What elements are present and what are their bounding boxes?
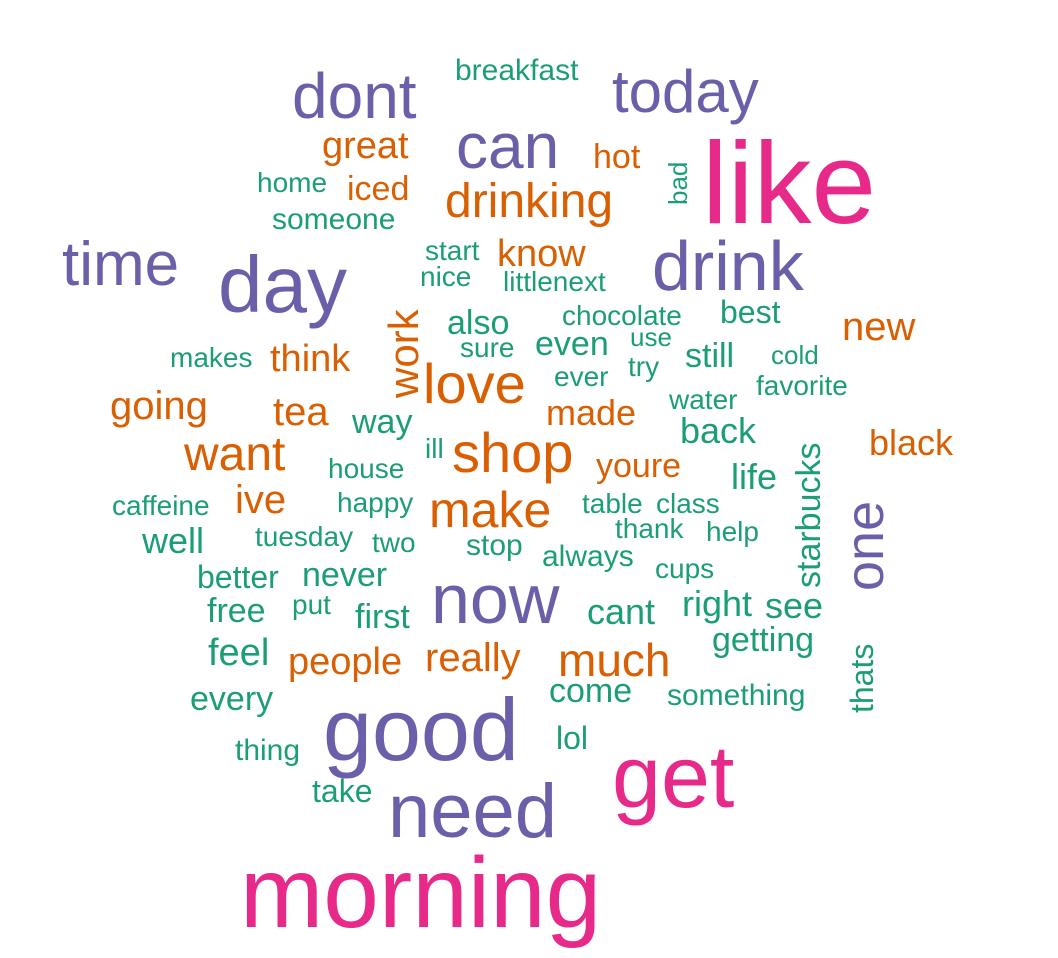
- word-class: class: [656, 488, 720, 519]
- word-back: back: [680, 410, 757, 451]
- word-better: better: [197, 559, 279, 595]
- word-ill: ill: [425, 433, 444, 464]
- word-every: every: [190, 680, 273, 718]
- word-caffeine: caffeine: [112, 490, 210, 521]
- word-know: know: [497, 233, 586, 275]
- word-dont: dont: [292, 60, 417, 132]
- word-get: get: [612, 727, 734, 826]
- word-good: good: [323, 680, 519, 779]
- word-still: still: [685, 337, 734, 375]
- word-youre: youre: [596, 447, 681, 485]
- word-help: help: [706, 516, 759, 547]
- word-someone: someone: [272, 203, 395, 236]
- word-getting: getting: [712, 621, 814, 659]
- word-see: see: [765, 585, 823, 626]
- word-thank: thank: [615, 513, 684, 544]
- word-one: one: [835, 501, 895, 591]
- word-happy: happy: [337, 487, 413, 518]
- word-best: best: [720, 294, 781, 330]
- word-littlenext: littlenext: [503, 266, 606, 297]
- word-table: table: [582, 488, 643, 519]
- word-work: work: [380, 308, 427, 399]
- word-try: try: [628, 351, 659, 382]
- word-nice: nice: [420, 261, 471, 292]
- word-start: start: [425, 235, 480, 266]
- word-new: new: [842, 305, 915, 349]
- word-want: want: [183, 428, 285, 481]
- word-also: also: [447, 304, 509, 342]
- word-sure: sure: [460, 332, 514, 363]
- word-thats: thats: [844, 644, 880, 713]
- word-going: going: [110, 384, 208, 428]
- word-breakfast: breakfast: [455, 54, 579, 87]
- word-people: people: [288, 641, 402, 683]
- word-use: use: [630, 322, 672, 352]
- word-cold: cold: [771, 340, 819, 370]
- word-today: today: [612, 58, 759, 125]
- word-lol: lol: [556, 720, 588, 756]
- word-even: even: [535, 325, 609, 363]
- word-favorite: favorite: [756, 370, 848, 401]
- word-right: right: [682, 583, 752, 624]
- word-make: make: [429, 482, 551, 538]
- word-hot: hot: [593, 138, 641, 176]
- word-much: much: [558, 634, 670, 686]
- word-water: water: [668, 384, 737, 415]
- word-really: really: [425, 636, 521, 680]
- word-always: always: [542, 540, 634, 573]
- word-tea: tea: [273, 390, 329, 434]
- word-home: home: [257, 167, 327, 198]
- word-chocolate: chocolate: [562, 300, 682, 331]
- word-ive: ive: [235, 478, 286, 522]
- word-put: put: [292, 589, 331, 620]
- word-love: love: [423, 352, 526, 415]
- word-way: way: [351, 403, 412, 441]
- word-never: never: [302, 556, 387, 594]
- word-day: day: [218, 240, 347, 329]
- word-starbucks: starbucks: [790, 443, 828, 589]
- word-come: come: [549, 672, 632, 710]
- word-cant: cant: [587, 591, 655, 632]
- word-two: two: [372, 527, 416, 558]
- word-now: now: [431, 560, 560, 638]
- word-life: life: [731, 456, 777, 497]
- word-drink: drink: [652, 227, 805, 305]
- word-makes: makes: [170, 342, 252, 373]
- word-made: made: [546, 392, 636, 433]
- word-take: take: [312, 773, 372, 809]
- word-thing: thing: [235, 734, 300, 767]
- word-time: time: [62, 230, 179, 299]
- word-well: well: [141, 520, 204, 561]
- word-black: black: [869, 422, 954, 463]
- word-think: think: [270, 338, 351, 380]
- word-drinking: drinking: [445, 175, 613, 228]
- word-morning: morning: [240, 837, 601, 949]
- word-feel: feel: [208, 632, 269, 674]
- word-great: great: [322, 125, 409, 167]
- word-house: house: [328, 453, 404, 484]
- word-first: first: [355, 598, 410, 636]
- word-cups: cups: [655, 553, 714, 584]
- word-ever: ever: [554, 361, 608, 392]
- word-need: need: [388, 769, 557, 854]
- word-bad: bad: [663, 162, 693, 205]
- word-something: something: [667, 679, 805, 712]
- word-shop: shop: [452, 421, 573, 484]
- word-stop: stop: [466, 529, 523, 562]
- word-free: free: [207, 592, 266, 630]
- word-like: like: [702, 118, 876, 248]
- word-tuesday: tuesday: [255, 521, 353, 552]
- word-can: can: [456, 110, 559, 182]
- word-iced: iced: [347, 170, 409, 208]
